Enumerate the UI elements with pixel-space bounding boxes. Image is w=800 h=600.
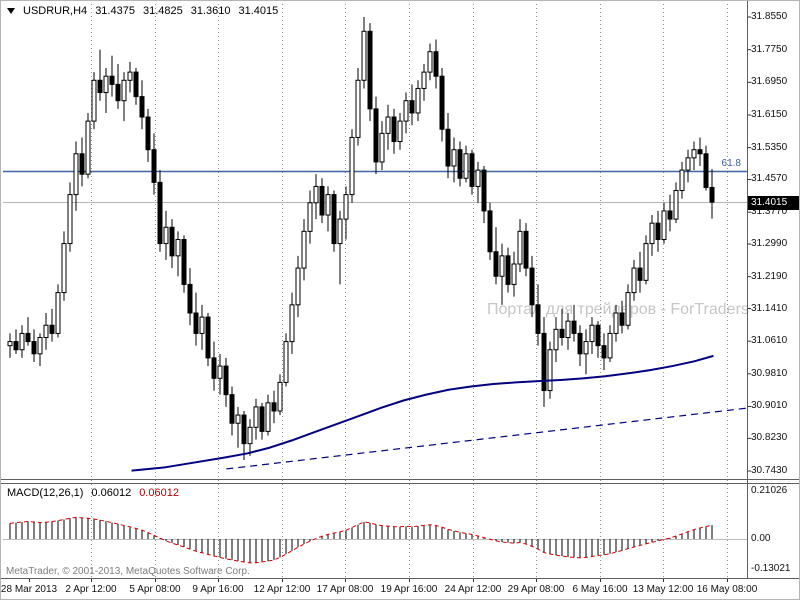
- time-axis-label: 16 May 08:00: [696, 584, 758, 595]
- ohlc-open: 31.4375: [95, 5, 135, 17]
- watermark: Портал для трейдеров - ForTraders: [487, 301, 749, 318]
- price-axis-label: 31.4570: [751, 173, 788, 185]
- time-axis-label: 5 Apr 08:00: [129, 584, 181, 595]
- time-axis-label: 28 Mar 2013: [0, 584, 58, 595]
- macd-axis-max-label: 0.21026: [751, 485, 788, 496]
- time-axis-label: 29 Apr 08:00: [507, 584, 565, 595]
- price-axis[interactable]: 0.21026 0.00 -0.13021 31.8550 31.7750 31.6…: [748, 1, 799, 579]
- price-axis-label: 31.7750: [751, 43, 788, 55]
- price-axis-label: 31.6150: [751, 108, 788, 120]
- price-axis-label: 31.6950: [751, 76, 788, 88]
- price-axis-label: 31.1410: [751, 302, 788, 314]
- symbol-timeframe: USDRUR,H4: [23, 5, 88, 17]
- time-axis-label: 2 Apr 12:00: [65, 584, 117, 595]
- time-axis-label: 24 Apr 12:00: [444, 584, 502, 595]
- ohlc-close: 31.4015: [238, 5, 279, 17]
- price-axis-label: 31.2190: [751, 270, 788, 282]
- price-axis-label: 31.2990: [751, 238, 788, 249]
- price-axis-label: 31.5350: [751, 141, 788, 153]
- macd-header: MACD(12,26,1) 0.06012 0.06012: [7, 487, 179, 499]
- macd-value-histogram: 0.06012: [91, 487, 132, 499]
- macd-value-signal: 0.06012: [139, 487, 179, 499]
- time-axis-label: 19 Apr 16:00: [380, 584, 438, 595]
- time-axis-label: 17 Apr 08:00: [316, 584, 374, 595]
- copyright-text: MetaTrader, © 2001-2013, MetaQuotes Soft…: [6, 566, 250, 577]
- price-axis-label: 30.8230: [751, 432, 788, 444]
- time-axis[interactable]: 28 Mar 2013 2 Apr 12:00 5 Apr 08:00 9 Apr 1…: [0, 582, 799, 599]
- ohlc-high: 31.4825: [142, 5, 183, 17]
- macd-axis-min-label: -0.13021: [751, 563, 791, 574]
- time-axis-label: 9 Apr 16:00: [192, 584, 244, 595]
- time-axis-label: 12 Apr 12:00: [253, 584, 311, 595]
- macd-axis-zero-label: 0.00: [751, 533, 771, 544]
- symbol-marker-icon: [7, 8, 15, 14]
- price-axis-label: 31.8550: [751, 11, 788, 22]
- ohlc-low: 31.3610: [190, 5, 231, 17]
- macd-indicator-label: MACD(12,26,1): [7, 487, 84, 499]
- price-axis-label: 30.7430: [751, 465, 788, 476]
- price-axis-label: 31.0610: [751, 335, 788, 347]
- price-axis-label: 31.3770: [751, 206, 788, 218]
- time-axis-label: 6 May 16:00: [572, 584, 628, 595]
- current-price-tag: 31.4015: [748, 195, 799, 210]
- price-axis-label: 30.9810: [751, 367, 788, 379]
- price-axis-label: 30.9010: [751, 400, 788, 412]
- time-axis-label: 13 May 12:00: [632, 584, 694, 595]
- fib-level-label[interactable]: 61.8: [721, 157, 741, 169]
- chart-header: USDRUR,H4 31.4375 31.4825 31.3610 31.401…: [7, 5, 278, 17]
